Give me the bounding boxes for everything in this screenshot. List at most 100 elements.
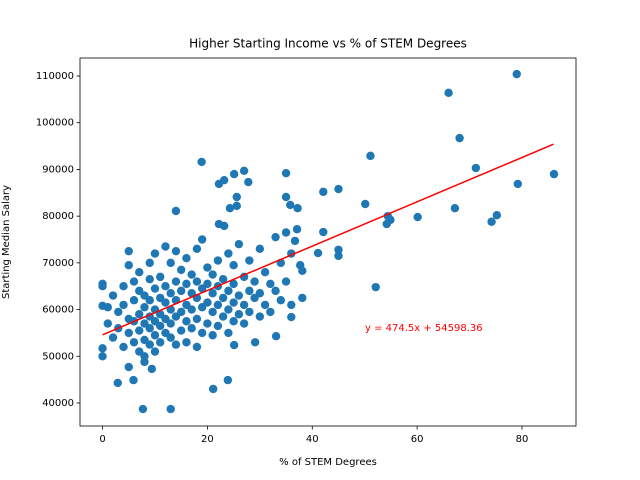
point bbox=[114, 307, 123, 317]
point bbox=[187, 270, 196, 279]
point bbox=[229, 340, 239, 350]
point bbox=[371, 282, 380, 292]
fit-line bbox=[102, 143, 554, 336]
point bbox=[171, 246, 181, 256]
point bbox=[208, 289, 217, 298]
point bbox=[138, 404, 148, 414]
point bbox=[192, 314, 202, 324]
point bbox=[334, 184, 343, 194]
point bbox=[166, 289, 175, 298]
point bbox=[281, 168, 291, 178]
point bbox=[293, 203, 302, 213]
point bbox=[197, 235, 207, 244]
point bbox=[219, 175, 229, 185]
point bbox=[208, 270, 217, 279]
point bbox=[386, 215, 395, 225]
point bbox=[271, 331, 281, 341]
point bbox=[150, 284, 160, 293]
point bbox=[203, 263, 212, 272]
x-tick-label: 60 bbox=[411, 434, 424, 445]
point bbox=[208, 384, 218, 394]
point bbox=[224, 305, 233, 314]
point bbox=[250, 338, 260, 347]
plot-frame bbox=[79, 57, 577, 427]
point bbox=[255, 244, 265, 254]
y-tick-label: 70000 bbox=[42, 258, 74, 269]
point bbox=[487, 217, 496, 226]
x-tick-label: 80 bbox=[516, 434, 529, 445]
point bbox=[292, 225, 302, 234]
point bbox=[286, 200, 295, 210]
point bbox=[187, 305, 196, 314]
point bbox=[239, 166, 249, 176]
point bbox=[161, 282, 170, 291]
point bbox=[455, 133, 464, 143]
y-tick-label: 100000 bbox=[36, 118, 74, 129]
point bbox=[319, 187, 328, 197]
point bbox=[334, 251, 343, 261]
point bbox=[129, 296, 139, 305]
point bbox=[140, 303, 149, 312]
point bbox=[197, 328, 207, 338]
point bbox=[182, 253, 191, 263]
point bbox=[98, 344, 107, 353]
point bbox=[171, 277, 181, 286]
point bbox=[166, 404, 175, 414]
point bbox=[98, 352, 107, 361]
x-tick-label: 40 bbox=[306, 434, 319, 445]
point bbox=[260, 300, 270, 310]
point bbox=[229, 298, 238, 307]
point bbox=[444, 88, 453, 98]
point bbox=[166, 333, 175, 342]
point bbox=[266, 279, 275, 289]
y-tick-label: 40000 bbox=[42, 398, 74, 409]
point bbox=[147, 364, 157, 374]
point bbox=[218, 275, 228, 284]
point bbox=[213, 300, 223, 310]
point bbox=[213, 256, 223, 265]
point bbox=[192, 342, 202, 352]
point bbox=[223, 375, 233, 385]
point bbox=[182, 279, 191, 289]
x-tick-label: 20 bbox=[201, 434, 214, 445]
point bbox=[229, 279, 238, 289]
point bbox=[145, 275, 154, 284]
point bbox=[255, 289, 265, 298]
point bbox=[150, 347, 160, 356]
point bbox=[225, 203, 235, 213]
point bbox=[549, 169, 559, 179]
point bbox=[450, 203, 460, 213]
point bbox=[234, 310, 244, 319]
point bbox=[187, 324, 196, 333]
point bbox=[197, 157, 206, 167]
point bbox=[298, 293, 307, 303]
point bbox=[281, 277, 291, 286]
point bbox=[108, 333, 118, 342]
x-axis-label: % of STEM Degrees bbox=[279, 457, 377, 468]
point bbox=[166, 258, 175, 268]
y-tick-label: 50000 bbox=[42, 351, 74, 362]
point bbox=[135, 267, 144, 277]
point bbox=[492, 211, 502, 220]
point bbox=[156, 272, 165, 282]
point bbox=[298, 266, 307, 275]
point bbox=[218, 312, 228, 321]
point bbox=[260, 267, 270, 277]
annotation: y = 474.5x + 54598.36 bbox=[365, 323, 483, 334]
y-tick-label: 110000 bbox=[36, 71, 74, 82]
y-axis-label: Starting Median Salary bbox=[1, 185, 12, 299]
point bbox=[129, 375, 138, 385]
point bbox=[281, 228, 291, 237]
point bbox=[161, 298, 170, 307]
point bbox=[203, 298, 212, 307]
point bbox=[512, 69, 521, 79]
point bbox=[245, 307, 254, 317]
point bbox=[513, 179, 523, 189]
point bbox=[232, 192, 241, 202]
point bbox=[192, 277, 202, 286]
point bbox=[276, 296, 286, 305]
point bbox=[150, 331, 160, 340]
x-tick-label: 0 bbox=[99, 434, 105, 445]
